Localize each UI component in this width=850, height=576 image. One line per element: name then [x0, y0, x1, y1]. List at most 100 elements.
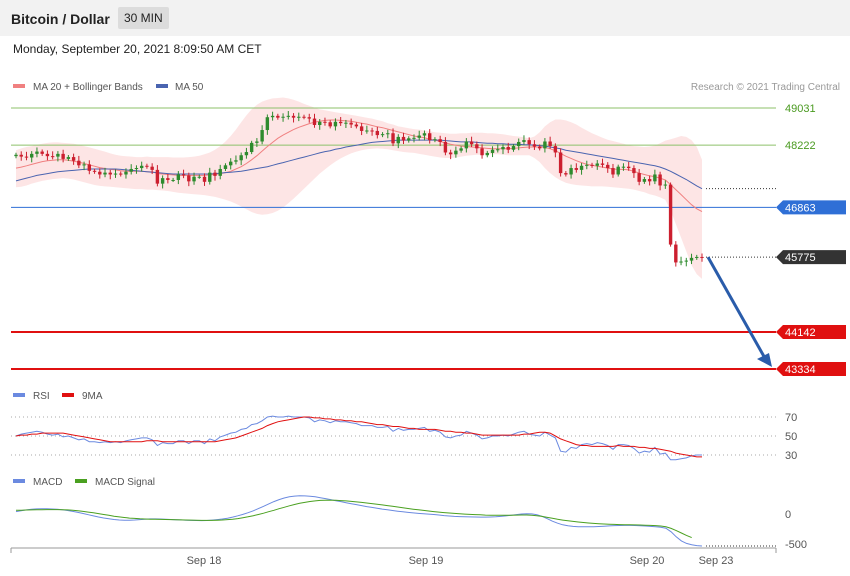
candle-body — [349, 122, 353, 125]
candle-body — [396, 136, 400, 144]
candle-body — [365, 130, 369, 132]
candle-body — [564, 173, 568, 175]
legend-ma20-label: MA 20 + Bollinger Bands — [33, 82, 143, 93]
candle-body — [87, 164, 92, 171]
candle-body — [684, 260, 688, 262]
candle-body — [30, 153, 34, 158]
candle-body — [668, 184, 673, 245]
candle-body — [522, 140, 526, 142]
legend-rsi-ma-label: 9MA — [82, 391, 103, 402]
header-bar: Bitcoin / Dollar 30 MIN — [0, 0, 850, 36]
candle-body — [443, 141, 448, 153]
legend-ma50-swatch — [156, 84, 168, 88]
candle-body — [475, 144, 479, 149]
candle-body — [244, 152, 249, 156]
candle-body — [375, 130, 380, 136]
candle-body — [166, 178, 170, 180]
candle-body — [700, 256, 704, 258]
candle-body — [333, 121, 338, 127]
candle-body — [548, 141, 552, 147]
candle-body — [380, 134, 385, 136]
candle-body — [537, 146, 542, 149]
candle-body — [323, 121, 327, 123]
candle-body — [427, 133, 432, 141]
candle-body — [579, 165, 584, 170]
legend-macd-signal-label: MACD Signal — [95, 477, 155, 488]
candle-body — [558, 152, 563, 174]
candle-body — [35, 151, 39, 154]
candle-body — [66, 157, 71, 159]
support-level-label: 43334 — [785, 364, 816, 376]
candle-body — [606, 164, 610, 169]
candle-body — [433, 139, 437, 141]
candle-body — [611, 168, 615, 175]
candle-body — [621, 166, 626, 168]
candle-body — [595, 163, 599, 166]
bollinger-band-area — [16, 97, 702, 279]
candle-body — [438, 139, 442, 142]
candle-body — [218, 168, 222, 176]
candle-body — [150, 166, 154, 170]
legend-macd-label: MACD — [33, 477, 62, 488]
candle-body — [197, 176, 201, 178]
candle-body — [642, 179, 647, 182]
candle-body — [249, 142, 254, 153]
candle-body — [208, 172, 212, 182]
candle-body — [14, 154, 18, 157]
legend-macd-swatch — [13, 479, 25, 483]
candle-body — [391, 133, 395, 144]
x-tick-label: Sep 23 — [699, 555, 734, 567]
macd-tick-label: -500 — [785, 539, 807, 551]
candle-body — [202, 176, 207, 182]
pivot-level-tag — [776, 200, 846, 215]
rsi-line — [15, 415, 702, 461]
candle-body — [344, 122, 348, 124]
candle-body — [386, 133, 390, 135]
candle-body — [160, 178, 165, 184]
candle-body — [695, 256, 699, 258]
pivot-level-label: 46863 — [785, 202, 816, 214]
candle-body — [485, 152, 489, 156]
candle-body — [689, 257, 694, 261]
candle-body — [354, 124, 359, 127]
candle-body — [281, 116, 285, 118]
candle-body — [124, 171, 128, 175]
candle-body — [448, 152, 453, 155]
candle-body — [407, 138, 411, 141]
candle-body — [527, 140, 531, 145]
candle-body — [328, 122, 332, 127]
candle-body — [260, 130, 264, 142]
candle-body — [574, 168, 579, 170]
candle-body — [417, 135, 421, 138]
candle-body — [312, 118, 317, 125]
macd-panel: 0 -500 — [15, 495, 807, 551]
candle-body — [108, 172, 112, 175]
credit-text: Research © 2021 Trading Central — [691, 82, 840, 93]
candle-body — [265, 117, 270, 131]
candle-body — [517, 141, 521, 147]
candle-body — [192, 176, 196, 182]
legend-macd-signal-swatch — [75, 479, 87, 483]
candle-body — [307, 117, 311, 119]
forecast-arrow-head — [757, 353, 772, 367]
candle-body — [119, 173, 123, 175]
candle-body — [674, 244, 678, 263]
rsi-tick-label: 50 — [785, 431, 797, 443]
candle-body — [171, 179, 175, 181]
candle-body — [658, 174, 662, 186]
timestamp: Monday, September 20, 2021 8:09:50 AM CE… — [13, 42, 262, 56]
legend-ma20-swatch — [13, 84, 25, 88]
rsi-tick-label: 30 — [785, 450, 797, 462]
candle-body — [626, 166, 631, 169]
timeframe-badge[interactable]: 30 MIN — [118, 7, 169, 29]
last-level-tag — [776, 250, 846, 265]
candle-body — [155, 169, 160, 184]
candle-body — [276, 115, 280, 118]
candle-body — [590, 164, 594, 166]
candle-body — [616, 166, 620, 175]
last-level-label: 45775 — [785, 252, 816, 264]
candle-body — [77, 160, 81, 166]
candle-body — [663, 184, 668, 186]
